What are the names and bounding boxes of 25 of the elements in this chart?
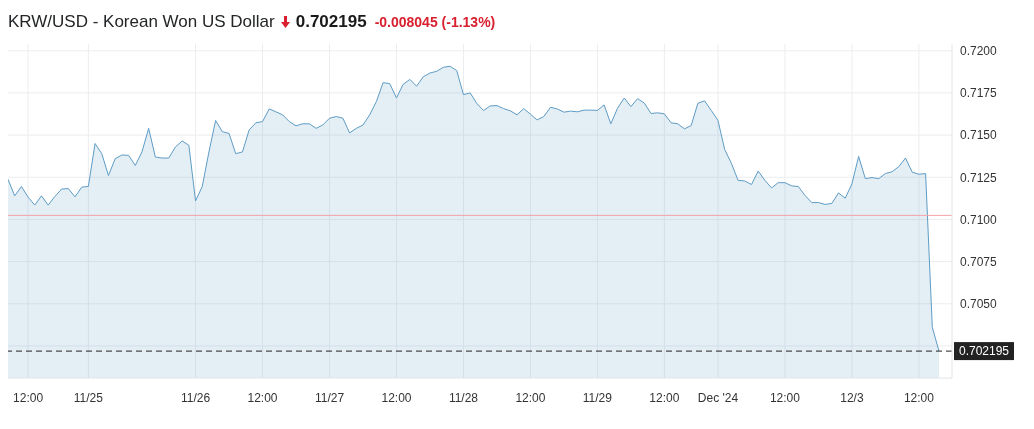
x-tick-label: 11/25 (73, 391, 104, 405)
y-tick-label: 0.7125 (960, 170, 998, 185)
x-tick-label: 11/27 (314, 391, 345, 405)
x-tick-label: 11/28 (448, 391, 479, 405)
y-tick-label: 0.7100 (960, 212, 998, 227)
text: -0.008045 (-1.13%) (374, 14, 496, 30)
y-tick-label: 0.7150 (960, 128, 998, 143)
x-tick-label: 12:00 (769, 391, 801, 405)
x-tick-label: 12:00 (13, 391, 44, 405)
x-tick-label: 11/29 (582, 391, 613, 405)
x-tick-label: 12:00 (649, 391, 680, 405)
y-tick-label: 0.7075 (960, 254, 998, 269)
x-tick-label: 12:00 (381, 391, 412, 405)
y-tick-label: 0.7175 (960, 86, 998, 101)
y-tick-label: 0.7050 (960, 297, 998, 312)
text: 0.702195 (295, 12, 367, 32)
x-tick-label: 11/26 (180, 391, 211, 405)
y-tick-label: 0.7200 (960, 44, 998, 59)
x-tick-label: Dec '24 (697, 391, 739, 405)
x-tick-label: 12:00 (247, 391, 278, 405)
x-tick-label: 12/3 (840, 391, 864, 405)
x-tick-label: 12:00 (903, 391, 935, 405)
ref-line-label: 0.702195 (958, 344, 1010, 359)
chart-title: KRW/USD - Korean Won US Dollar (8, 12, 275, 32)
x-tick-label: 12:00 (515, 391, 546, 405)
